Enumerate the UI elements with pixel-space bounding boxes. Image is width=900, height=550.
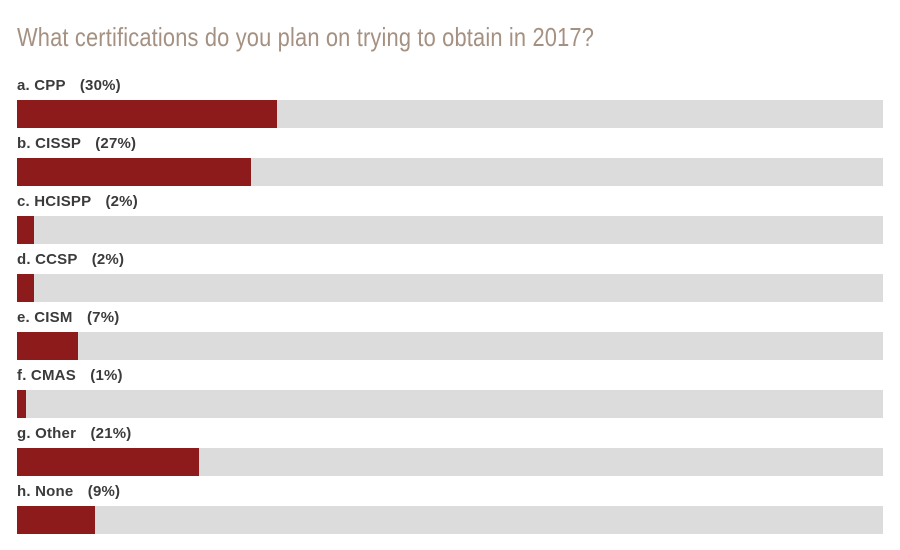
chart-title: What certifications do you plan on tryin… <box>17 22 595 52</box>
bar-label-text: h. None <box>17 483 74 500</box>
bar-row: c. HCISPP (2%) <box>17 194 883 244</box>
bar-percent-text: (2%) <box>91 251 125 268</box>
bar-percent-text: (27%) <box>95 135 137 152</box>
bar-label: a. CPP (30%) <box>17 78 883 93</box>
bar-fill <box>17 274 35 302</box>
bar-percent-text: (21%) <box>90 425 132 442</box>
bar-track <box>17 506 883 534</box>
bar-label: c. HCISPP (2%) <box>17 194 883 209</box>
bar-fill <box>17 448 199 476</box>
bar-percent-text: (2%) <box>105 193 138 210</box>
bar-fill <box>17 216 35 244</box>
bar-row: g. Other (21%) <box>17 426 883 476</box>
bar-fill <box>17 158 251 186</box>
bar-row: d. CCSP (2%) <box>17 252 883 302</box>
bar-label: h. None (9%) <box>17 484 883 499</box>
bar-label-text: g. Other <box>17 425 77 442</box>
bar-label-text: f. CMAS <box>17 367 76 384</box>
survey-results-page: What certifications do you plan on tryin… <box>17 22 883 534</box>
bar-percent-text: (9%) <box>87 483 121 500</box>
bar-row: b. CISSP (27%) <box>17 136 883 186</box>
bar-label: g. Other (21%) <box>17 426 883 441</box>
bar-label-text: e. CISM <box>17 309 73 326</box>
bar-label-text: a. CPP <box>17 77 66 94</box>
bar-track <box>17 332 883 360</box>
bar-track <box>17 448 883 476</box>
bar-chart: a. CPP (30%) b. CISSP (27%) c. HCISPP (2… <box>17 78 883 534</box>
bar-track <box>17 390 883 418</box>
bar-percent-text: (1%) <box>90 367 123 384</box>
bar-label-text: b. CISSP <box>17 135 81 152</box>
bar-row: a. CPP (30%) <box>17 78 883 128</box>
bar-percent-text: (7%) <box>86 309 120 326</box>
bar-percent-text: (30%) <box>79 77 121 94</box>
bar-fill <box>17 332 78 360</box>
bar-row: h. None (9%) <box>17 484 883 534</box>
bar-track <box>17 100 883 128</box>
bar-row: e. CISM (7%) <box>17 310 883 360</box>
bar-label-text: d. CCSP <box>17 251 78 268</box>
bar-track <box>17 158 883 186</box>
bar-fill <box>17 390 26 418</box>
bar-row: f. CMAS (1%) <box>17 368 883 418</box>
bar-label: d. CCSP (2%) <box>17 252 883 267</box>
bar-label-text: c. HCISPP <box>17 193 92 210</box>
bar-track <box>17 216 883 244</box>
bar-label: e. CISM (7%) <box>17 310 883 325</box>
bar-fill <box>17 506 95 534</box>
bar-fill <box>17 100 277 128</box>
bar-label: b. CISSP (27%) <box>17 136 883 151</box>
bar-label: f. CMAS (1%) <box>17 368 883 383</box>
bar-track <box>17 274 883 302</box>
